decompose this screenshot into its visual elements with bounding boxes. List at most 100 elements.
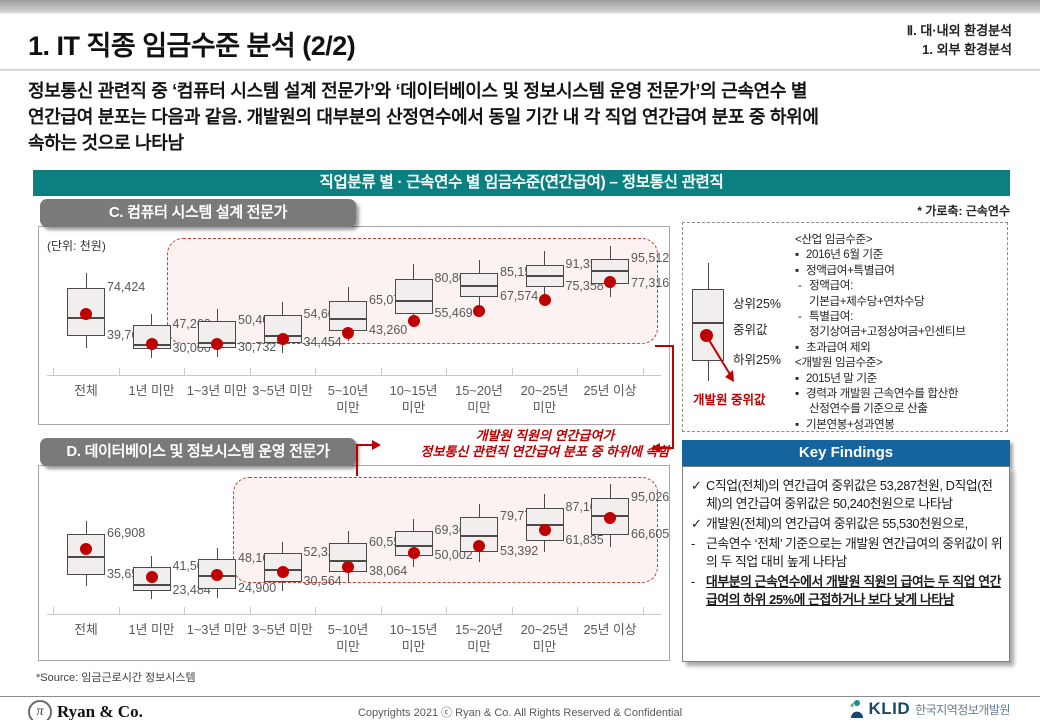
connector-d-horizontal [356, 444, 374, 446]
x-axis-label: 20~25년 미만 [520, 622, 569, 654]
chart-c-plot: 74,424 39,765 전체 47,268 30,000 1년 미만 50,400 30,… [39, 227, 669, 424]
x-axis-label: 5~10년 미만 [327, 383, 369, 415]
legend-median-label: 중위값 [733, 323, 768, 337]
klid-logo: KLID 한국지역정보개발원 [848, 699, 1010, 719]
axis-tick [642, 368, 644, 375]
x-axis-label: 20~25년 미만 [520, 383, 569, 415]
legend-note-line: <개발원 임금수준> [795, 355, 1005, 370]
chart-d-plot: 66,908 35,652 전체 41,508 23,484 1년 미만 48,160 24,… [39, 466, 669, 660]
axis-tick [577, 368, 578, 375]
q1-label: 66,605 [631, 526, 670, 541]
key-finding-marker: ✓ [691, 516, 702, 531]
highlight-region [232, 477, 658, 583]
note-marker: ▪ [795, 387, 799, 401]
dev-median-dot [211, 337, 223, 350]
note-text: <개발원 임금수준> [795, 356, 883, 370]
legend-box [692, 289, 724, 361]
x-axis-label: 전체 [74, 622, 98, 637]
dev-median-dot [604, 511, 616, 524]
x-axis-label: 25년 이상 [583, 383, 637, 398]
legend-note-line: - 특별급여: [798, 309, 1005, 324]
x-axis-label: 10~15년 미만 [389, 622, 438, 654]
median-line [460, 285, 498, 288]
dev-median-dot [538, 293, 551, 306]
median-line [394, 299, 433, 302]
klid-logo-text: KLID [868, 699, 911, 718]
note-marker: ▪ [795, 248, 799, 262]
axis-tick [53, 607, 54, 614]
median-line [525, 274, 564, 277]
key-finding-text: 근속연수 ‘전체’ 기준으로는 개발원 연간급여의 중위값이 위의 두 직업 대… [706, 536, 1003, 569]
dev-median-dot [473, 305, 485, 318]
axis-tick [118, 368, 120, 375]
source-note: *Source: 임금근로시간 정보시스템 [36, 672, 196, 684]
x-axis-label: 1년 미만 [128, 622, 175, 637]
box [394, 279, 433, 315]
note-text: 경력과 개발원 근속연수를 합산한 [806, 387, 959, 401]
q1-label: 34,454 [303, 335, 342, 350]
chart-c-panel: (단위: 천원) 74,424 39,765 전체 47,268 30,000 1년 미만… [38, 226, 670, 425]
section-banner: 직업분류 별 · 근속연수 별 임금수준(연간급여) – 정보통신 관련직 [33, 170, 1010, 196]
axis-tick [511, 607, 513, 614]
connector-c-stub [655, 345, 673, 347]
x-axis-label: 1년 미만 [128, 383, 175, 398]
dev-median-dot [276, 332, 289, 345]
q3-label: 95,026 [631, 489, 670, 504]
legend-note-line: - 정액급여: [798, 278, 1005, 293]
legend-dev-dot [700, 329, 713, 342]
x-axis-label: 3~5년 미만 [252, 622, 313, 637]
annotation-text: 개발원 직원의 연간급여가 정보통신 관련직 연간급여 분포 중 하위에 속함 [420, 428, 670, 459]
note-text: 특별급여: [809, 310, 853, 324]
key-findings-body: ✓ C직업(전체)의 연간급여 중위값은 53,287천원, D직업(전체)의 연… [682, 466, 1010, 662]
q1-label: 67,574 [500, 289, 539, 304]
breadcrumb: Ⅱ. 대·내외 환경분석 1. 외부 환경분석 [907, 21, 1012, 59]
note-text: 기본급+제수당+연차수당 [809, 294, 925, 308]
dev-median-dot [342, 327, 354, 340]
legend-panel: 상위25% 중위값 하위25% 개발원 중위값 <산업 임금수준> ▪ 2016년 … [682, 222, 1008, 432]
x-axis-note: * 가로축: 근속연수 [917, 204, 1010, 218]
note-text: 2015년 말 기준 [806, 371, 877, 385]
key-finding-item: ✓ 개발원(전체)의 연간급여 중위값은 55,530천원으로, [691, 515, 1003, 533]
q1-label: 38,064 [369, 563, 408, 578]
x-axis-label: 15~20년 미만 [455, 383, 503, 415]
note-marker: - [798, 279, 802, 293]
legend-note-line: 기본급+제수당+연차수당 [809, 294, 1005, 309]
key-finding-item: - 대부분의 근속연수에서 개발원 직원의 급여는 두 직업 연간급여의 하위 2… [691, 573, 1003, 609]
connector-d-vertical [356, 444, 358, 476]
median-line [329, 559, 367, 562]
axis-tick [118, 607, 120, 614]
q1-label: 61,835 [565, 532, 604, 547]
connector-c-vertical [672, 345, 674, 448]
q1-label: 30,564 [303, 573, 342, 588]
note-text: 기본연봉+성과연봉 [806, 417, 895, 431]
x-axis-label: 5~10년 미만 [327, 622, 369, 654]
median-line [132, 584, 171, 587]
q1-label: 55,469 [434, 306, 473, 321]
dev-median-dot [473, 539, 485, 552]
median-line [591, 270, 629, 272]
note-marker: ▪ [795, 263, 799, 277]
dev-median-dot [145, 571, 158, 584]
dev-median-dot [342, 560, 354, 573]
axis-tick [184, 607, 185, 614]
breadcrumb-line-1: Ⅱ. 대·내외 환경분석 [906, 23, 1012, 38]
dev-median-dot [407, 547, 420, 560]
page-title: 1. IT 직종 임금수준 분석 (2/2) [28, 31, 356, 61]
dev-median-dot [80, 543, 92, 556]
chart-d-tab: D. 데이터베이스 및 정보시스템 운영 전문가 [40, 438, 356, 466]
legend-dot-caption: 개발원 중위값 [693, 393, 766, 407]
note-marker: ▪ [795, 371, 799, 385]
axis-tick [642, 607, 644, 614]
q1-label: 53,392 [500, 543, 539, 558]
median-line [329, 318, 367, 321]
legend-lower-label: 하위25% [733, 353, 782, 367]
x-axis-label: 1~3년 미만 [186, 622, 248, 637]
axis-tick [446, 368, 447, 375]
x-axis-label: 10~15년 미만 [389, 383, 438, 415]
intro-text: 정보통신 관련직 중 ‘컴퓨터 시스템 설계 전문가’와 ‘데이터베이스 및 정… [28, 81, 819, 153]
note-marker: ▪ [795, 417, 799, 431]
dev-median-dot [604, 276, 616, 289]
key-finding-item: - 근속연수 ‘전체’ 기준으로는 개발원 연간급여의 중위값이 위의 두 직업 … [691, 535, 1003, 571]
dev-median-dot [80, 308, 92, 321]
